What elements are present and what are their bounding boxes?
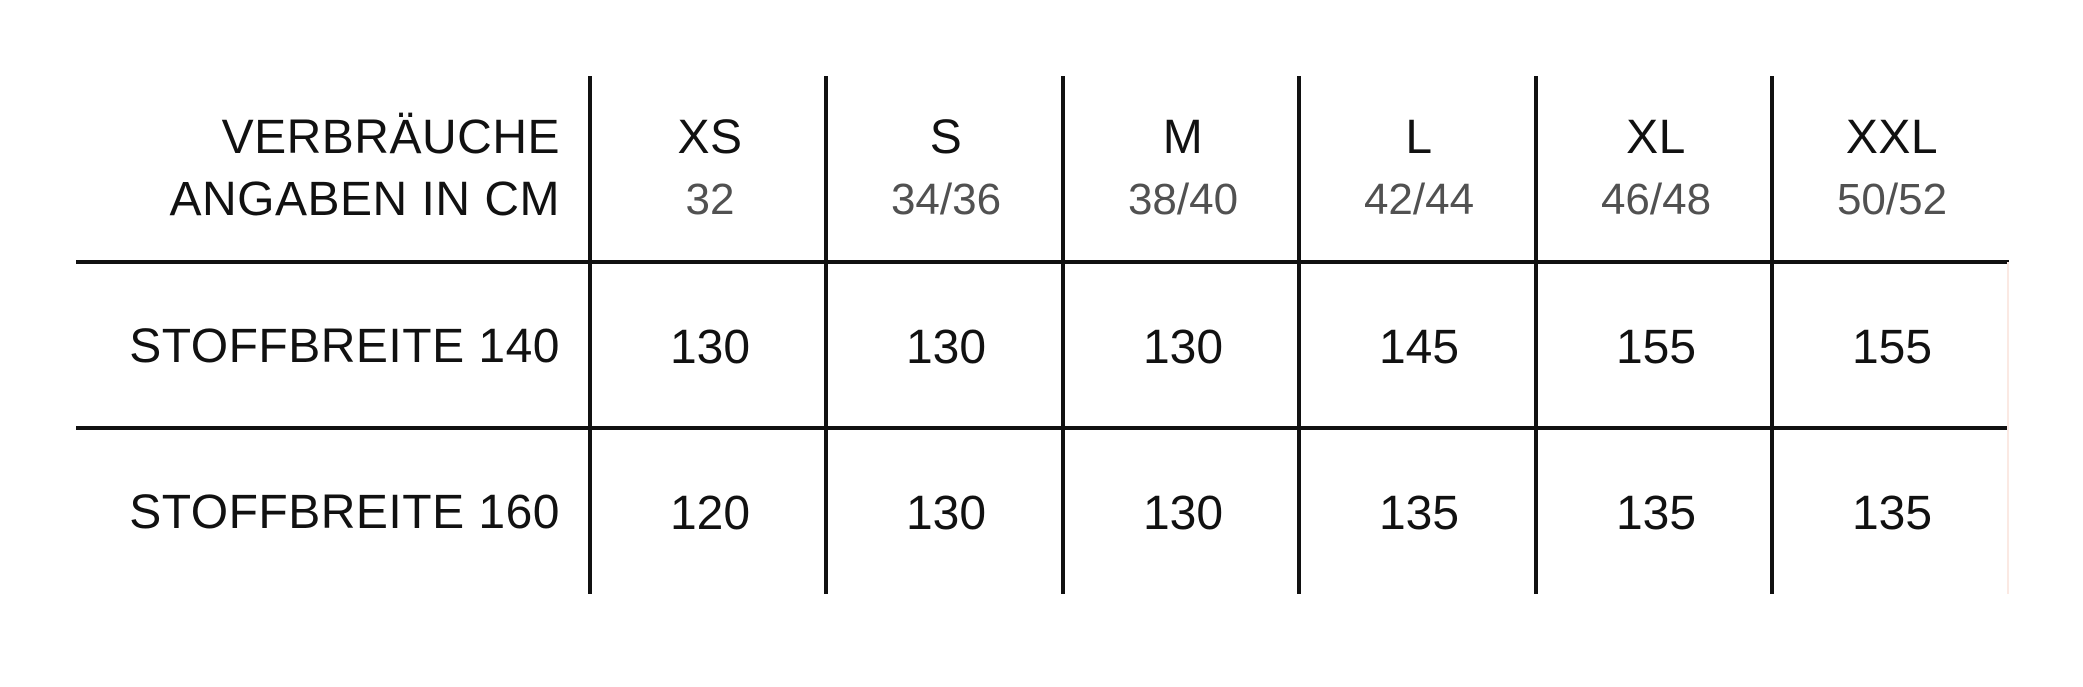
size-numbers: 32 [685,175,735,224]
size-numbers: 38/40 [1127,175,1239,224]
size-label: XL [1626,111,1686,164]
table-cell: 145 [1301,266,1537,428]
column-divider [1770,76,1774,594]
table-cell: 130 [1065,266,1301,428]
row-label: STOFFBREITE 160 [76,432,560,594]
size-label: M [1162,111,1204,164]
row-label: STOFFBREITE 140 [76,266,560,428]
size-label: XS [677,111,743,164]
table-right-edge [2007,262,2009,594]
table-cell: 155 [1774,266,2010,428]
size-label: XXL [1845,111,1939,164]
column-divider [1061,76,1065,594]
cell-value: 130 [1142,320,1224,374]
column-divider [588,76,592,594]
table-cell: 130 [828,432,1064,594]
cell-value: 130 [905,320,987,374]
title-line-1: VERBRÄUCHE [221,111,560,164]
cell-value: 135 [1851,486,1933,540]
table-cell: 120 [592,432,828,594]
cell-value: 135 [1615,486,1697,540]
size-header-s: S 34/36 [828,76,1064,262]
row-divider [76,426,2009,430]
size-label: L [1405,111,1433,164]
title-line-2: ANGABEN IN CM [169,173,560,226]
size-header-xs: XS 32 [592,76,828,262]
table-cell: 130 [828,266,1064,428]
cell-value: 135 [1378,486,1460,540]
column-divider [1297,76,1301,594]
size-header-xl: XL 46/48 [1538,76,1774,262]
size-header-xxl: XXL 50/52 [1774,76,2010,262]
table-cell: 155 [1538,266,1774,428]
cell-value: 155 [1851,320,1933,374]
table-cell: 135 [1538,432,1774,594]
table-cell: 135 [1301,432,1537,594]
cell-value: 155 [1615,320,1697,374]
table-cell: 130 [1065,432,1301,594]
size-header-m: M 38/40 [1065,76,1301,262]
row-divider [76,260,2009,264]
row-label-text: STOFFBREITE 140 [129,320,560,373]
cell-value: 145 [1378,320,1460,374]
cell-value: 120 [669,486,751,540]
cell-value: 130 [1142,486,1224,540]
column-divider [824,76,828,594]
table-title: VERBRÄUCHE ANGABEN IN CM [76,76,560,262]
row-label-text: STOFFBREITE 160 [129,486,560,539]
size-numbers: 34/36 [890,175,1002,224]
table-cell: 130 [592,266,828,428]
size-header-l: L 42/44 [1301,76,1537,262]
column-divider [1534,76,1538,594]
cell-value: 130 [905,486,987,540]
table-cell: 135 [1774,432,2010,594]
size-numbers: 46/48 [1600,175,1712,224]
cell-value: 130 [669,320,751,374]
size-numbers: 42/44 [1363,175,1475,224]
size-numbers: 50/52 [1836,175,1948,224]
size-label: S [929,111,963,164]
